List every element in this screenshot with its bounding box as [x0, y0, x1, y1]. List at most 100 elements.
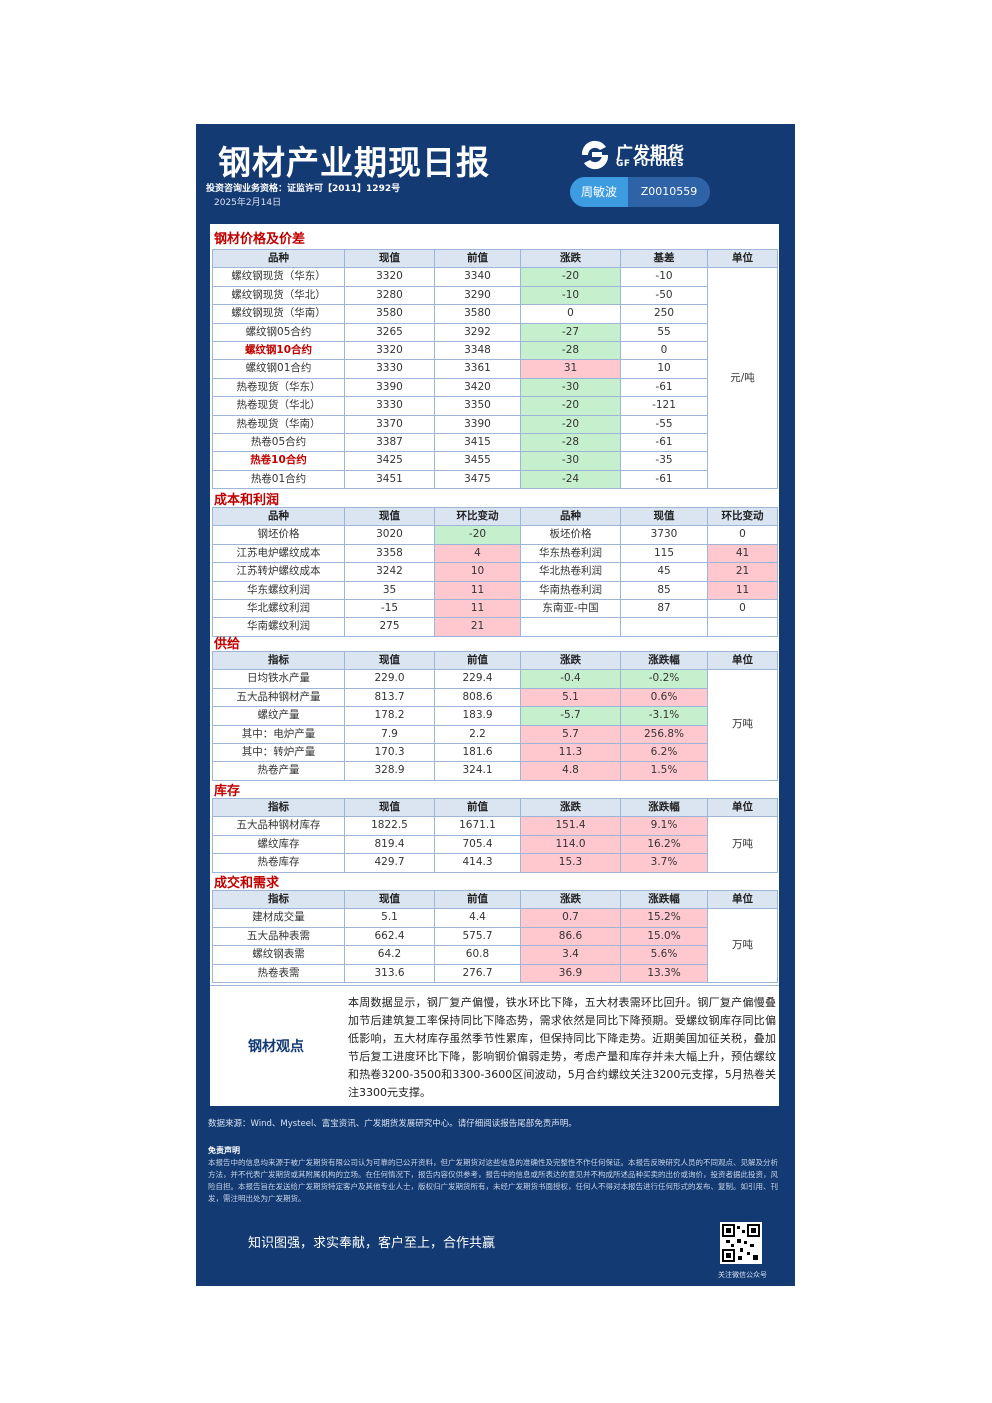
qr-code-icon	[720, 1222, 762, 1264]
table-cell: 819.4	[344, 834, 435, 855]
table-cell: -121	[620, 396, 708, 416]
table-row: 建材成交量 5.1 4.4 0.7 15.2% 万吨	[212, 908, 778, 984]
table-row: 江苏电炉螺纹成本 3358 4 华东热卷利润 115 41	[212, 543, 778, 564]
table-row: 螺纹钢10合约 3320 3348 -28 0	[212, 341, 778, 361]
table-cell: 板坯价格	[520, 525, 621, 545]
table-cell: 0.6%	[620, 687, 708, 708]
table-cell: 324.1	[434, 761, 521, 781]
table-row: 螺纹钢表需 64.2 60.8 3.4 5.6%	[212, 945, 778, 965]
table-cell: 36.9	[520, 963, 621, 984]
company-slogan: 知识图强，求实奉献，客户至上，合作共赢	[248, 1236, 496, 1251]
table-cell: 250	[620, 304, 708, 324]
table-cell: 10	[434, 562, 521, 582]
table-cell: -61	[620, 433, 708, 453]
table-cell: 五大品种钢材库存	[212, 816, 345, 836]
table-row: 热卷现货（华南） 3370 3390 -20 -55	[212, 414, 778, 435]
logo-english-name: GF FUTURES	[616, 159, 685, 169]
table-row: 螺纹钢现货（华东） 3320 3340 -20 -10 元/吨	[212, 267, 778, 490]
table-cell: 热卷产量	[212, 761, 345, 781]
table-cell: 275	[344, 617, 435, 637]
table-cell	[707, 617, 778, 637]
analyst-name: 周敏波	[570, 177, 628, 207]
table-header-row: 品种 现值 环比变动 品种 现值 环比变动	[212, 506, 778, 527]
column-header: 单位	[707, 889, 778, 910]
table-cell: -3.1%	[620, 706, 708, 726]
table-cell: 4	[434, 543, 521, 564]
table-cell: 114.0	[520, 834, 621, 855]
table-cell: 5.6%	[620, 945, 708, 965]
table-row: 热卷05合约 3387 3415 -28 -61	[212, 433, 778, 453]
table-row: 五大品种钢材产量 813.7 808.6 5.1 0.6%	[212, 687, 778, 708]
table-row: 五大品种表需 662.4 575.7 86.6 15.0%	[212, 926, 778, 947]
table-cell: -20	[520, 267, 621, 287]
table-cell: 5.7	[520, 724, 621, 745]
column-header: 现值	[620, 506, 708, 527]
table-cell: 9.1%	[620, 816, 708, 836]
unit-cell: 万吨	[707, 908, 778, 984]
table-cell: 21	[434, 617, 521, 637]
table-row: 华南螺纹利润 275 21	[212, 617, 778, 637]
column-header: 涨跌幅	[620, 650, 708, 671]
table-cell: 1671.1	[434, 816, 521, 836]
table-cell: 3580	[344, 304, 435, 324]
table-cell: 115	[620, 543, 708, 564]
column-header: 单位	[707, 248, 778, 269]
column-header: 基差	[620, 248, 708, 269]
table-cell: 3390	[434, 414, 521, 435]
table-cell: -28	[520, 433, 621, 453]
table-cell: 华东热卷利润	[520, 543, 621, 564]
column-header: 前值	[434, 650, 521, 671]
table-cell: 3280	[344, 285, 435, 306]
table-cell: 钢坯价格	[212, 525, 345, 545]
table-cell: 3580	[434, 304, 521, 324]
view-label: 钢材观点	[248, 1039, 304, 1055]
table-cell: 85	[620, 580, 708, 601]
column-header: 指标	[212, 889, 345, 910]
table-cell: 热卷01合约	[212, 469, 345, 490]
column-header: 涨跌	[520, 248, 621, 269]
inventory-table: 指标 现值 前值 涨跌 涨跌幅 单位 五大品种钢材库存 1822.5 1671.1 151.4 9.…	[212, 797, 778, 873]
table-cell: 热卷现货（华北）	[212, 396, 345, 416]
column-header: 现值	[344, 797, 435, 818]
table-cell: 328.9	[344, 761, 435, 781]
table-cell: 60.8	[434, 945, 521, 965]
column-header: 现值	[344, 248, 435, 269]
column-header: 涨跌	[520, 797, 621, 818]
table-cell: 华南热卷利润	[520, 580, 621, 601]
report-date: 2025年2月14日	[214, 198, 282, 208]
table-cell: -20	[520, 396, 621, 416]
table-cell: 31	[520, 359, 621, 379]
table-cell: 华南螺纹利润	[212, 617, 345, 637]
table-cell: 0	[620, 341, 708, 361]
table-cell: -10	[620, 267, 708, 287]
table-cell: 3290	[434, 285, 521, 306]
table-cell: 华东螺纹利润	[212, 580, 345, 601]
column-header: 品种	[212, 506, 345, 527]
table-cell: -30	[520, 451, 621, 471]
table-cell: 5.1	[520, 687, 621, 708]
table-cell	[620, 617, 708, 637]
table-cell: -28	[520, 341, 621, 361]
table-cell: -20	[520, 414, 621, 435]
table-row: 螺纹钢现货（华南） 3580 3580 0 250	[212, 304, 778, 324]
table-cell: 其中：电炉产量	[212, 724, 345, 745]
table-cell: 55	[620, 322, 708, 343]
table-cell: 华北螺纹利润	[212, 599, 345, 619]
column-header: 现值	[344, 889, 435, 910]
table-cell: 11.3	[520, 743, 621, 763]
table-cell: 3730	[620, 525, 708, 545]
table-cell: 3390	[344, 377, 435, 398]
steel-view-box: 钢材观点 本周数据显示，钢厂复产偏慢，铁水环比下降，五大材表需环比回升。钢厂复产…	[210, 985, 779, 1106]
table-cell: 13.3%	[620, 963, 708, 984]
table-cell: 11	[434, 580, 521, 601]
table-cell: -50	[620, 285, 708, 306]
qr-caption: 关注微信公众号	[718, 1271, 767, 1279]
table-cell: -27	[520, 322, 621, 343]
section-title-price: 钢材价格及价差	[214, 232, 306, 247]
column-header: 涨跌幅	[620, 797, 708, 818]
table-cell: 热卷05合约	[212, 433, 345, 453]
data-source-note: 数据来源：Wind、Mysteel、富宝资讯、广发期货发展研究中心。请仔细阅读报…	[208, 1119, 577, 1129]
column-header: 前值	[434, 889, 521, 910]
table-cell: 其中：转炉产量	[212, 743, 345, 763]
table-cell: 东南亚-中国	[520, 599, 621, 619]
